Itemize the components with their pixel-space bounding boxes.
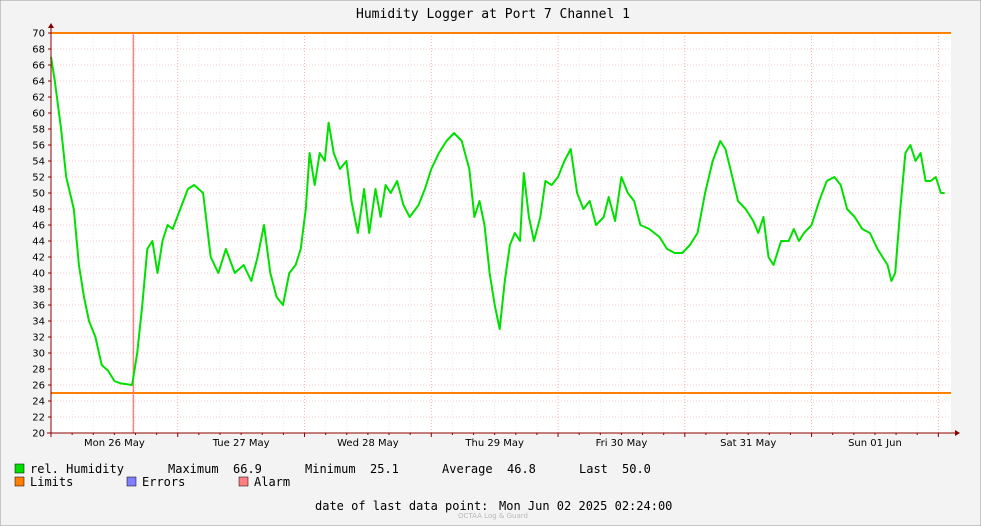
legend-label-humidity: rel. Humidity — [30, 462, 124, 476]
x-tick-label: Thu 29 May — [464, 438, 524, 449]
x-axis-arrow — [955, 430, 960, 436]
y-tick-label: 70 — [32, 29, 45, 40]
x-tick-label: Mon 26 May — [84, 438, 145, 449]
y-tick-label: 42 — [32, 253, 45, 264]
y-axis-ticks: 20 22 24 26 28 30 32 34 36 38 40 42 44 46 48 50 52 54 56 58… — [32, 29, 51, 440]
stat-last-value: 50.0 — [622, 462, 651, 476]
y-tick-label: 68 — [32, 45, 45, 56]
y-tick-label: 32 — [32, 333, 45, 344]
y-tick-label: 64 — [32, 77, 45, 88]
series-line-humidity — [50, 56, 945, 386]
y-tick-label: 58 — [32, 125, 45, 136]
x-tick-label: Fri 30 May — [596, 438, 648, 449]
y-tick-label: 26 — [32, 381, 45, 392]
legend-swatch-limits — [14, 476, 25, 487]
stat-last-label: Last — [579, 462, 608, 476]
axes — [47, 23, 960, 437]
legend-label-errors: Errors — [142, 475, 185, 489]
y-tick-label: 24 — [32, 397, 45, 408]
y-tick-label: 22 — [32, 413, 45, 424]
chart-title: Humidity Logger at Port 7 Channel 1 — [356, 7, 630, 22]
y-tick-label: 34 — [32, 317, 45, 328]
y-tick-label: 38 — [32, 285, 45, 296]
stat-max-value: 66.9 — [233, 462, 262, 476]
series-group — [50, 56, 945, 386]
y-tick-label: 50 — [32, 189, 45, 200]
y-tick-label: 46 — [32, 221, 45, 232]
stat-avg-label: Average — [442, 462, 493, 476]
last-data-point-value: Mon Jun 02 2025 02:24:00 — [499, 499, 672, 513]
stat-max-label: Maximum — [168, 462, 219, 476]
legend-swatch-humidity — [14, 463, 25, 474]
stat-avg-value: 46.8 — [507, 462, 536, 476]
y-tick-label: 54 — [32, 157, 45, 168]
stat-min-label: Minimum — [305, 462, 356, 476]
y-tick-label: 60 — [32, 109, 45, 120]
y-tick-label: 52 — [32, 173, 45, 184]
y-tick-label: 44 — [32, 237, 45, 248]
y-tick-label: 56 — [32, 141, 45, 152]
x-tick-label: Sun 01 Jun — [848, 438, 902, 449]
x-axis-ticks: Mon 26 May Tue 27 May Wed 28 May Thu 29 May… — [50, 433, 939, 449]
y-tick-label: 62 — [32, 93, 45, 104]
y-tick-label: 30 — [32, 349, 45, 360]
limit-lines — [51, 32, 951, 394]
y-tick-label: 66 — [32, 61, 45, 72]
watermark: OCTAA Log & Guard — [458, 512, 528, 520]
y-tick-label: 36 — [32, 301, 45, 312]
stat-min-value: 25.1 — [370, 462, 399, 476]
x-tick-label: Tue 27 May — [212, 438, 270, 449]
legend-swatch-errors — [126, 476, 137, 487]
y-tick-label: 48 — [32, 205, 45, 216]
x-tick-label: Wed 28 May — [337, 438, 399, 449]
y-tick-label: 20 — [32, 429, 45, 440]
last-data-point-label: date of last data point: — [315, 499, 488, 513]
y-tick-label: 28 — [32, 365, 45, 376]
legend-swatch-alarm — [238, 476, 249, 487]
legend-label-alarm: Alarm — [254, 475, 290, 489]
x-tick-label: Sat 31 May — [720, 438, 776, 449]
plot-area — [51, 33, 951, 433]
y-tick-label: 40 — [32, 269, 45, 280]
y-axis-arrow — [48, 23, 54, 28]
legend-label-limits: Limits — [30, 475, 73, 489]
grid — [50, 32, 951, 434]
